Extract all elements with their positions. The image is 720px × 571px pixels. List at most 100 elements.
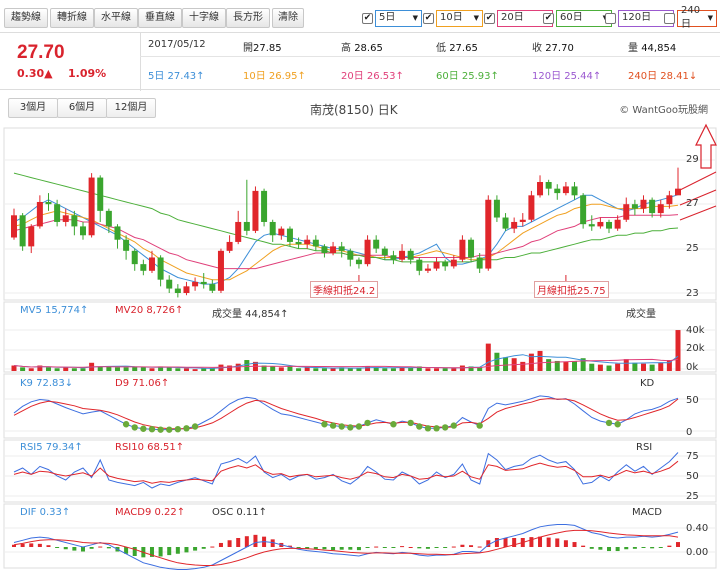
price-axis-label: 23 [686,288,699,299]
candle-body [28,226,35,247]
osc-bar [98,546,103,548]
ma120-value: 120日 25.44↑ [532,71,602,82]
osc-bar [408,547,413,548]
kd-axis-label: 0 [686,427,693,438]
osc-bar [89,547,94,549]
osc-bar [124,547,129,554]
volume-bar [278,367,284,371]
volume-axis-label: 0k [686,362,699,373]
candle-body [424,268,431,271]
clear-button[interactable]: 清除 [272,8,304,28]
ma-5-checkbox[interactable]: ✔ [362,12,373,24]
ma-60-checkbox[interactable]: ✔ [543,12,554,24]
volume-bar [201,368,207,371]
kd-oversold-dot [390,421,397,428]
macd-panel-title: MACD [632,507,662,518]
osc-bar [210,546,215,548]
osc-bar [434,547,439,548]
ma-5-toggle[interactable]: ✔ 5日 ▼ [362,8,422,28]
ma-10-select-label: 10日 [440,12,463,23]
osc-bar [641,547,646,548]
osc-bar [589,547,594,549]
osc-bar [218,542,223,547]
volume-bar [442,368,448,371]
tool-polyline-button[interactable]: 轉折線 [50,8,94,28]
volume-bar [416,366,422,371]
volume-bar [589,363,595,371]
volume-bar [313,368,319,371]
candle-body [11,215,17,238]
volume-bar [80,368,86,371]
trend-ray [679,189,717,206]
osc-bar [451,546,456,548]
candle-body [537,182,544,196]
candle-body [200,281,207,285]
volume-bar [477,367,483,371]
ma-120-checkbox[interactable] [605,12,616,24]
tool-horizontal-line-button[interactable]: 水平線 [94,8,138,28]
divider [140,56,720,57]
ma-line [13,214,679,270]
volume-bar [321,368,327,371]
volume-bar [563,361,569,371]
volume-bar [227,365,233,371]
d-value-label: D9 71.06↑ [115,378,170,389]
kd-oversold-dot [329,422,337,429]
osc-bar [658,547,663,548]
k-line [13,395,679,431]
ma-20-select-label: 20日 [501,12,524,23]
volume-bar [597,364,603,371]
ma-240-select[interactable]: 240日 ▼ [677,5,717,30]
osc-bar [538,536,543,547]
kd-oversold-dot [338,423,345,430]
volume-bar [580,358,586,371]
osc-bar [486,540,491,547]
kd-oversold-dot [450,422,457,429]
osc-bar [443,547,448,548]
candle-body [183,286,190,293]
tool-crosshair-button[interactable]: 十字線 [182,8,226,28]
volume-bar [123,367,129,371]
volume-bar [270,366,276,371]
tool-trend-line-button[interactable]: 趨勢線 [4,8,48,28]
ma-120-toggle[interactable]: 120日▼ [605,8,674,28]
candle-body [459,239,466,260]
ma-10-select[interactable]: 10日 ▼ [436,9,483,27]
high-label: 高 [341,43,351,54]
osc-bar [546,537,551,547]
ma-240-toggle[interactable]: 240日 ▼ [664,5,717,30]
last-price: 27.70 [17,42,65,63]
osc-bar [460,544,465,547]
price-change-percent: 1.09% [68,67,107,80]
period-12-month-button[interactable]: 12個月 [106,98,156,118]
kd-oversold-dot [441,424,449,431]
trend-ray [679,171,717,191]
candle-body [511,221,518,229]
tool-vertical-line-button[interactable]: 垂直線 [138,8,182,28]
volume-bar [382,368,388,371]
ma-5-select[interactable]: 5日 ▼ [375,9,422,27]
ma-60-select-label: 60日 [560,12,583,23]
osc-bar [425,547,430,549]
ma-240-checkbox[interactable] [664,12,675,24]
osc-bar [322,547,327,550]
candle-body [614,219,621,229]
ma-20-checkbox[interactable]: ✔ [484,12,495,24]
divider [140,33,141,91]
kd-panel-title: KD [640,378,655,389]
ma-10-checkbox[interactable]: ✔ [423,12,434,24]
ma-10-toggle[interactable]: ✔ 10日 ▼ [423,8,483,28]
tool-rectangle-button[interactable]: 長方形 [226,8,270,28]
candle-body [606,221,613,229]
candle-body [399,250,406,260]
volume-bar [97,366,103,371]
candle-body [321,246,328,254]
quote-open: 開27.85 [243,39,282,54]
candle-body [476,257,483,269]
candle-body [243,221,250,231]
volume-bar [192,369,198,371]
volume-bar [554,360,560,371]
candle-body [131,250,138,265]
ma-5-select-label: 5日 [379,12,396,23]
